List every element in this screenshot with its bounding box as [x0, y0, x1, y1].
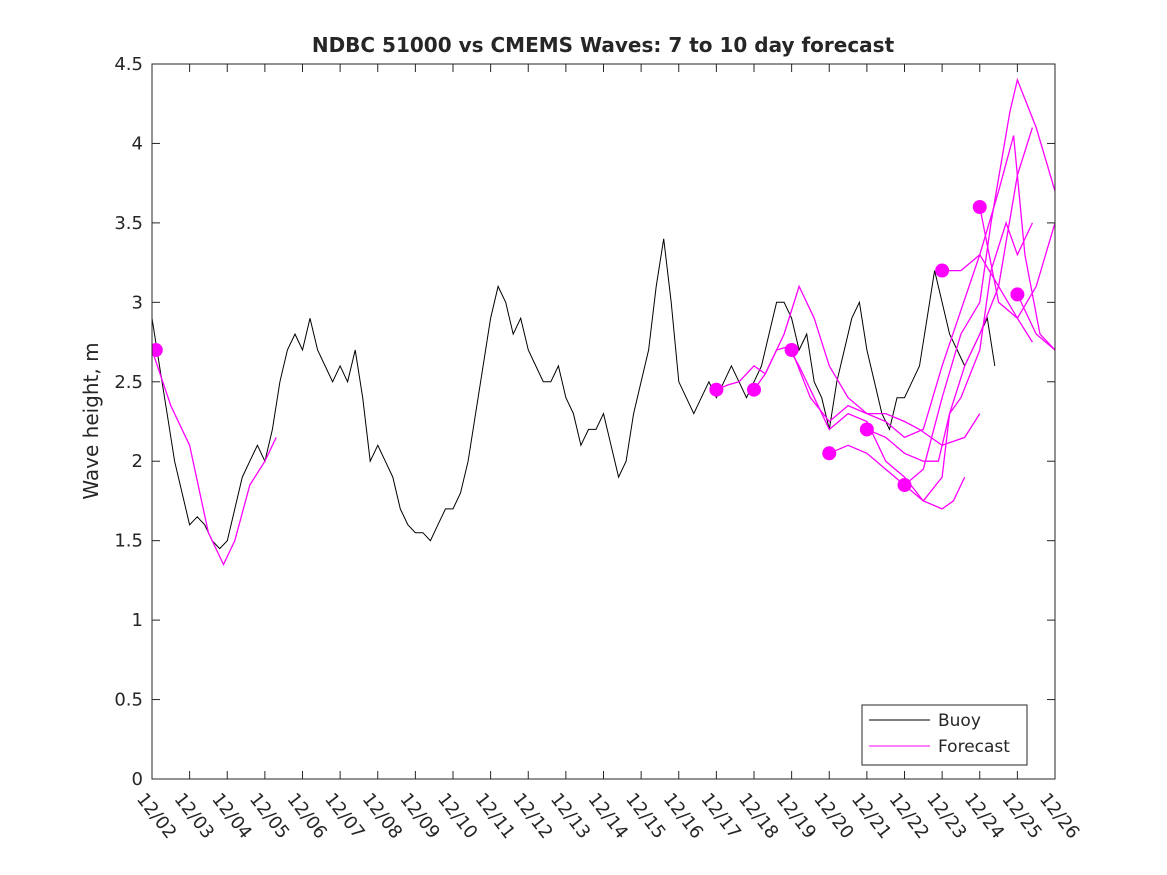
x-tick-label: 12/22 [885, 789, 933, 843]
x-tick-label: 12/12 [508, 789, 556, 843]
forecast-series-line-5 [829, 220, 1033, 502]
forecast-init-point [1010, 287, 1025, 302]
forecast-series-line-2 [716, 284, 981, 447]
y-tick-label: 3.5 [114, 213, 143, 234]
x-tick-label: 12/14 [584, 789, 632, 843]
chart-title: NDBC 51000 vs CMEMS Waves: 7 to 10 day f… [312, 33, 895, 57]
x-tick-label: 12/05 [245, 789, 293, 843]
forecast-series-line-3 [753, 346, 966, 510]
y-tick-label: 0 [132, 769, 143, 790]
forecast-series-line-6 [866, 127, 1034, 462]
forecast-init-point [859, 422, 874, 437]
x-tick-label: 12/03 [170, 789, 218, 843]
x-tick-label: 12/11 [471, 789, 519, 843]
forecast-series-line-10 [1016, 294, 1055, 351]
forecast-series-line-9 [979, 206, 1055, 320]
legend: Buoy Forecast [861, 704, 1028, 766]
buoy-series-line [152, 238, 996, 550]
y-axis-label: Wave height, m [79, 342, 103, 499]
x-tick-label: 12/04 [207, 789, 255, 843]
x-tick-label: 12/17 [696, 789, 744, 843]
y-tick-label: 2.5 [114, 372, 143, 393]
x-tick-label: 12/07 [320, 789, 368, 843]
x-tick-label: 12/18 [734, 789, 782, 843]
forecast-init-point [935, 263, 950, 278]
x-tick-label: 12/19 [772, 789, 820, 843]
y-tick-label: 4.5 [114, 54, 143, 75]
x-tick-label: 12/06 [283, 789, 331, 843]
plot-area [152, 64, 1055, 779]
forecast-init-point [709, 382, 724, 397]
x-tick-label: 12/26 [1035, 789, 1083, 843]
forecast-init-point [822, 446, 837, 461]
y-tick-label: 4 [132, 133, 143, 154]
forecast-series-line-4 [790, 253, 1033, 439]
forecast-series-line-1 [152, 349, 277, 567]
forecast-init-point [784, 343, 799, 357]
x-tick-label: 12/25 [997, 789, 1045, 843]
forecast-series-line-7 [904, 77, 1055, 486]
x-tick-label: 12/23 [922, 789, 970, 843]
y-tick-label: 1.5 [114, 531, 143, 552]
forecast-init-point [897, 478, 912, 493]
legend-forecast-label: Forecast [938, 737, 1010, 757]
legend-buoy-label: Buoy [938, 711, 981, 731]
forecast-init-point [747, 382, 761, 397]
x-tick-label: 12/24 [960, 789, 1008, 843]
series-layer [152, 77, 1055, 567]
x-tick-label: 12/20 [809, 789, 857, 843]
x-tick-label: 12/13 [546, 789, 594, 843]
x-tick-label: 12/08 [358, 789, 406, 843]
y-tick-label: 3 [132, 292, 143, 313]
x-tick-label: 12/15 [621, 789, 669, 843]
forecast-init-point [152, 343, 163, 357]
x-tick-label: 12/10 [433, 789, 481, 843]
forecast-series-line-8 [942, 135, 1055, 351]
y-tick-label: 1 [132, 610, 143, 631]
x-tick-label: 12/16 [659, 789, 707, 843]
x-tick-label: 12/21 [847, 789, 895, 843]
y-tick-label: 0.5 [114, 690, 143, 711]
x-tick-label: 12/09 [395, 789, 443, 843]
x-tick-label: 12/02 [132, 789, 180, 843]
y-tick-label: 2 [132, 451, 143, 472]
forecast-init-point [972, 200, 987, 214]
legend-box [861, 704, 1028, 766]
